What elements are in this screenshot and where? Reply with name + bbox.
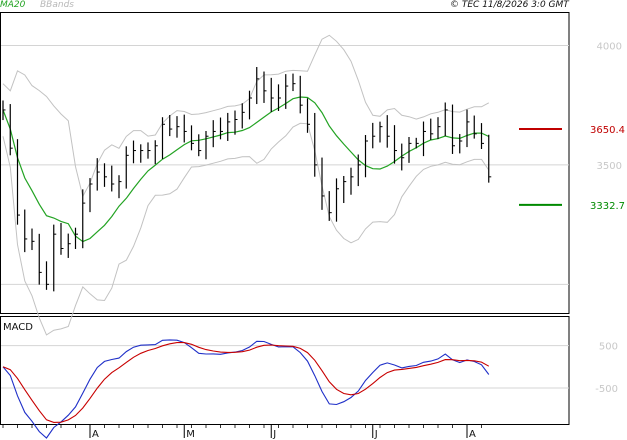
x-tick-label: J — [374, 429, 378, 440]
legend-ma20-label: MA20 — [0, 0, 26, 10]
macd-tick-label: -500 — [595, 384, 618, 395]
legend-bbands-label: BBands — [40, 0, 74, 10]
macd-line — [2, 339, 490, 439]
legend-bbands: BBands — [40, 0, 74, 10]
support-label: 3332.7 — [590, 201, 625, 212]
macd-panel-frame — [0, 316, 570, 425]
ma20-line — [2, 96, 490, 243]
bband-lower-line — [2, 122, 490, 336]
price-tick-label: 3500 — [597, 161, 622, 172]
macd-signal-line — [2, 342, 490, 423]
x-tick-label: A — [92, 429, 99, 440]
x-tick-label: A — [469, 429, 476, 440]
macd-panel-label: MACD — [3, 322, 33, 333]
bband-upper-line — [2, 34, 490, 198]
legend-ma20: MA20 — [0, 0, 25, 10]
price-panel-frame — [0, 12, 570, 314]
price-tick-label: 4000 — [597, 41, 622, 52]
x-tick-label: J — [272, 429, 276, 440]
x-tick-label: M — [186, 429, 195, 440]
resistance-label: 3650.4 — [590, 125, 625, 136]
macd-tick-label: 500 — [599, 342, 618, 353]
copyright-text: © TEC 11/8/2026 3:0 GMT — [450, 0, 569, 10]
